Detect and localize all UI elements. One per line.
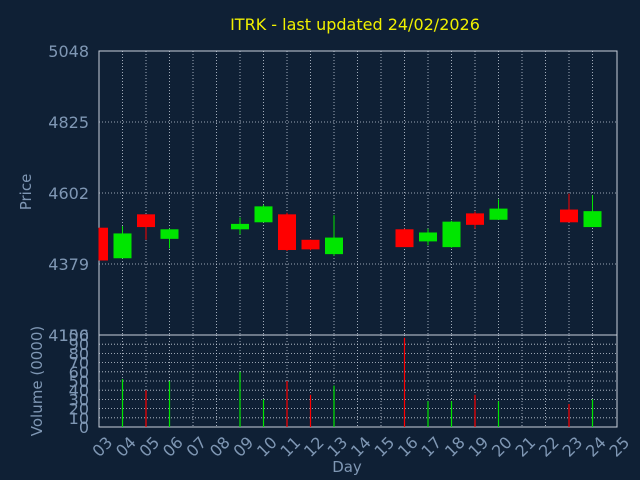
volume-panel: 0102030405060708090100030405060708091011… [58, 326, 633, 461]
volume-tick-label: 60 [69, 363, 89, 382]
candle-body [254, 206, 273, 223]
price-tick-label: 4602 [48, 184, 89, 203]
volume-tick-label: 10 [69, 409, 89, 428]
candle-body [137, 214, 155, 228]
price-panel: 4156 4379 4602 4825 5048 [48, 42, 618, 345]
price-tick-label: 4379 [48, 255, 89, 274]
candle-body [325, 237, 343, 255]
volume-tick-label: 100 [58, 326, 89, 345]
day-tick-label: 25 [605, 433, 633, 461]
candle-body [560, 209, 578, 223]
volume-tick-label: 0 [79, 418, 89, 437]
price-tick-label: 4825 [48, 113, 89, 132]
day-axis-label: Day [332, 458, 362, 476]
candle-body [301, 239, 320, 250]
volume-tick-label: 70 [69, 354, 89, 373]
candle-body [466, 213, 484, 225]
volume-tick-label: 30 [69, 390, 89, 409]
candle-body [419, 232, 437, 242]
candle-body [231, 223, 249, 230]
volume-tick-label: 50 [69, 372, 89, 391]
volume-tick-label: 90 [69, 335, 89, 354]
volume-axis-label: Volume (0000) [28, 326, 46, 436]
candle-body [278, 214, 296, 250]
candle-body [160, 229, 179, 239]
candle-body [583, 211, 602, 228]
volume-tick-label: 20 [69, 400, 89, 419]
chart-title: ITRK - last updated 24/02/2026 [230, 15, 480, 34]
candle-body [442, 221, 461, 248]
volume-tick-label: 80 [69, 344, 89, 363]
candle-body [489, 208, 508, 220]
candle-body [395, 229, 414, 248]
price-tick-label: 4156 [48, 326, 89, 345]
candle-body [99, 227, 108, 261]
volume-tick-label: 40 [69, 381, 89, 400]
price-tick-label: 5048 [48, 42, 89, 61]
candle-body [113, 233, 132, 259]
price-axis-label: Price [17, 174, 35, 211]
